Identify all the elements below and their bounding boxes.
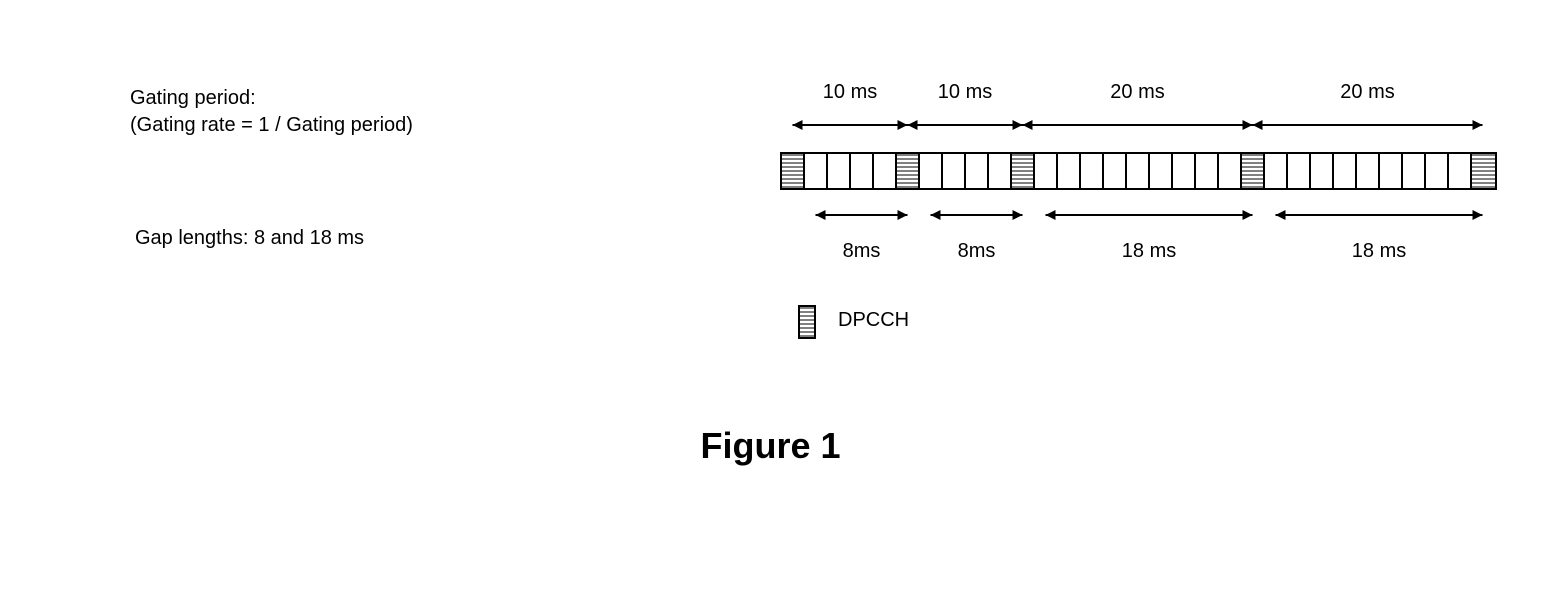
legend-label: DPCCH: [838, 309, 909, 332]
range-label-top-2: 20 ms: [1110, 81, 1164, 104]
range-label-bottom-2: 18 ms: [1122, 240, 1176, 263]
gating-period-text: Gating period: (Gating rate = 1 / Gating…: [130, 85, 413, 139]
legend-swatch: [798, 305, 816, 339]
range-label-top-0: 10 ms: [823, 81, 877, 104]
range-label-bottom-1: 8ms: [958, 240, 996, 263]
range-label-top-1: 10 ms: [938, 81, 992, 104]
timing-diagram: DPCCH 10 ms 10 ms 20 ms 20 ms 8ms 8ms 18 ms 18 …: [780, 80, 1520, 360]
range-label-top-3: 20 ms: [1340, 81, 1394, 104]
gating-period-line2: (Gating rate = 1 / Gating period): [130, 112, 413, 139]
range-label-bottom-0: 8ms: [843, 240, 881, 263]
gap-lengths-text: Gap lengths: 8 and 18 ms: [135, 225, 364, 252]
figure-title: Figure 1: [0, 425, 1541, 467]
gating-period-line1: Gating period:: [130, 85, 413, 112]
range-label-bottom-3: 18 ms: [1352, 240, 1406, 263]
